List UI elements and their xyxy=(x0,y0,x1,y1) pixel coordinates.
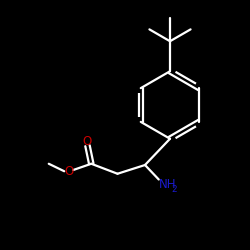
Text: NH: NH xyxy=(159,178,176,192)
Text: O: O xyxy=(83,135,92,148)
Text: O: O xyxy=(64,165,73,178)
Text: 2: 2 xyxy=(172,185,177,194)
